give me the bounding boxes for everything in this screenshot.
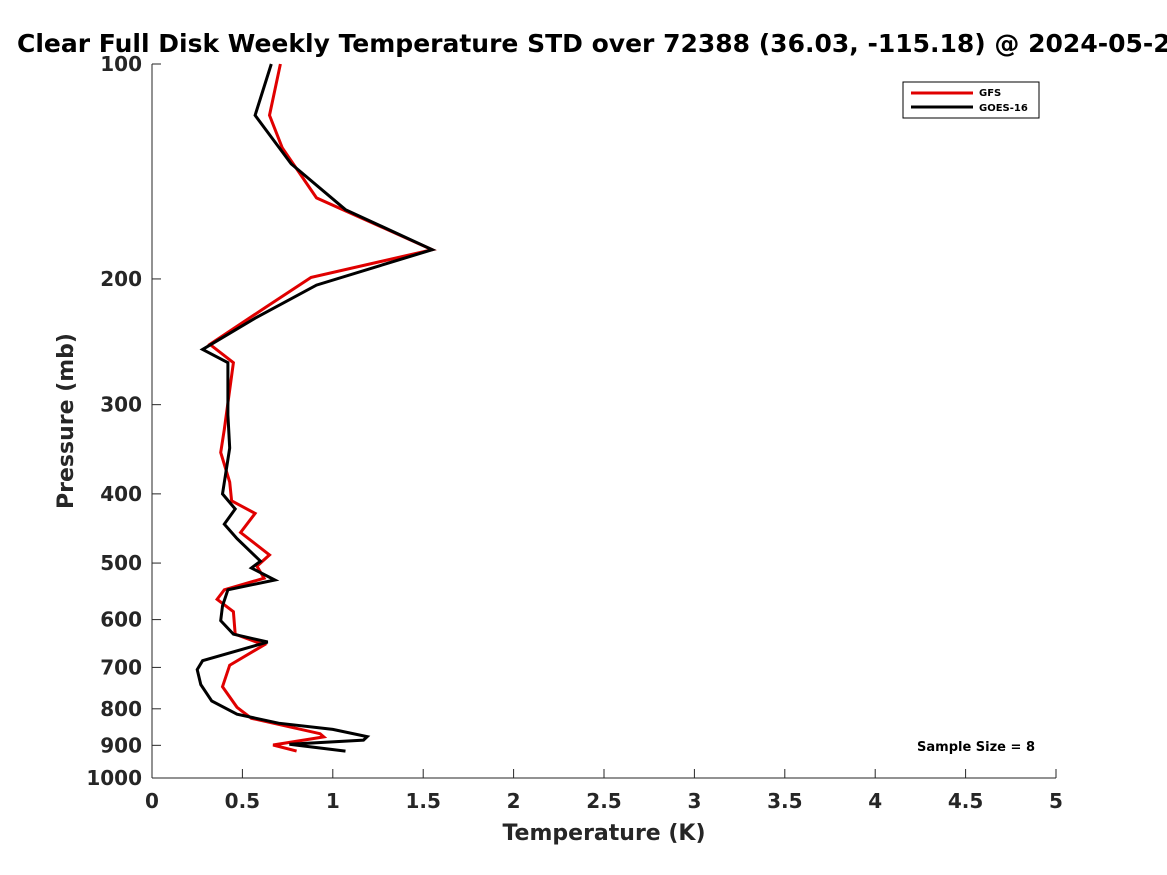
x-tick-label: 3.5 [767,789,802,813]
series-lines [195,63,437,753]
chart-title: Clear Full Disk Weekly Temperature STD o… [17,29,1167,58]
x-tick-label: 5 [1049,789,1063,813]
y-axis-label: Pressure (mb) [54,333,79,509]
x-tick-label: 2 [507,789,521,813]
series-line-goes16 [195,63,437,753]
y-tick-label: 700 [100,655,142,679]
legend-box [902,81,1040,119]
y-tick-label: 600 [100,608,142,632]
x-tick-label: 1 [326,789,340,813]
legend: GFS GOES-16 [902,81,1040,119]
series-line-gfs [207,63,437,753]
x-tick-label: 3 [687,789,701,813]
y-tick-label: 400 [100,482,142,506]
x-tick-label: 4 [868,789,882,813]
y-tick-label: 300 [100,393,142,417]
x-axis-ticks: 0 0.5 1 1.5 2 2.5 3 3.5 4 4.5 5 [145,769,1063,813]
x-tick-label: 0 [145,789,159,813]
y-tick-label: 500 [100,551,142,575]
y-tick-label: 800 [100,697,142,721]
sample-size-annotation: Sample Size = 8 [917,740,1035,755]
axes [151,64,1056,779]
legend-label-goes16: GOES-16 [979,103,1028,114]
x-tick-label: 2.5 [586,789,621,813]
y-tick-label: 900 [100,733,142,757]
x-tick-label: 4.5 [948,789,983,813]
y-axis-ticks: 100 200 300 400 500 600 700 800 900 1000 [86,52,161,790]
y-tick-label: 1000 [86,766,142,790]
legend-label-gfs: GFS [979,88,1001,99]
y-tick-label: 200 [100,267,142,291]
x-tick-label: 0.5 [225,789,260,813]
x-axis-label: Temperature (K) [502,821,705,846]
y-tick-label: 100 [100,52,142,76]
x-tick-label: 1.5 [405,789,440,813]
